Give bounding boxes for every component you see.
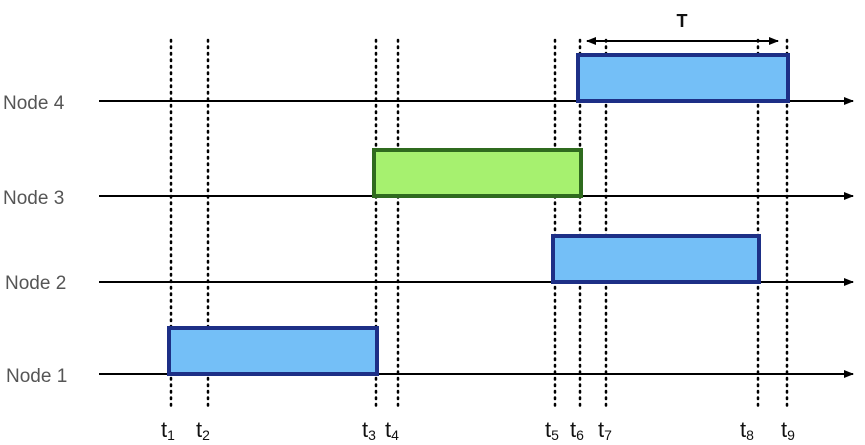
node-label-4: Node 4	[3, 93, 65, 114]
interval-node-3	[372, 148, 583, 198]
node-label-3: Node 3	[3, 188, 64, 209]
time-label-t8: t8	[740, 417, 754, 443]
time-label-t9: t9	[781, 417, 795, 443]
node-label-2: Node 2	[5, 273, 66, 294]
interval-node-4	[576, 53, 790, 103]
interval-node-2	[551, 234, 761, 284]
period-indicator: T	[586, 11, 779, 45]
time-labels: t1 t2 t3 t4 t5 t6 t7 t8 t9	[161, 417, 795, 443]
time-label-t2: t2	[196, 417, 210, 443]
time-label-t6: t6	[570, 417, 584, 443]
time-label-t1: t1	[161, 417, 175, 443]
period-label: T	[677, 11, 688, 31]
node-labels: Node 4 Node 3 Node 2 Node 1	[3, 93, 67, 387]
interval-node-1	[167, 326, 379, 376]
activity-intervals	[167, 53, 790, 376]
time-label-t3: t3	[362, 417, 376, 443]
time-label-t4: t4	[385, 417, 399, 443]
time-label-t7: t7	[598, 417, 612, 443]
node-label-1: Node 1	[6, 366, 67, 387]
time-label-t5: t5	[545, 417, 559, 443]
